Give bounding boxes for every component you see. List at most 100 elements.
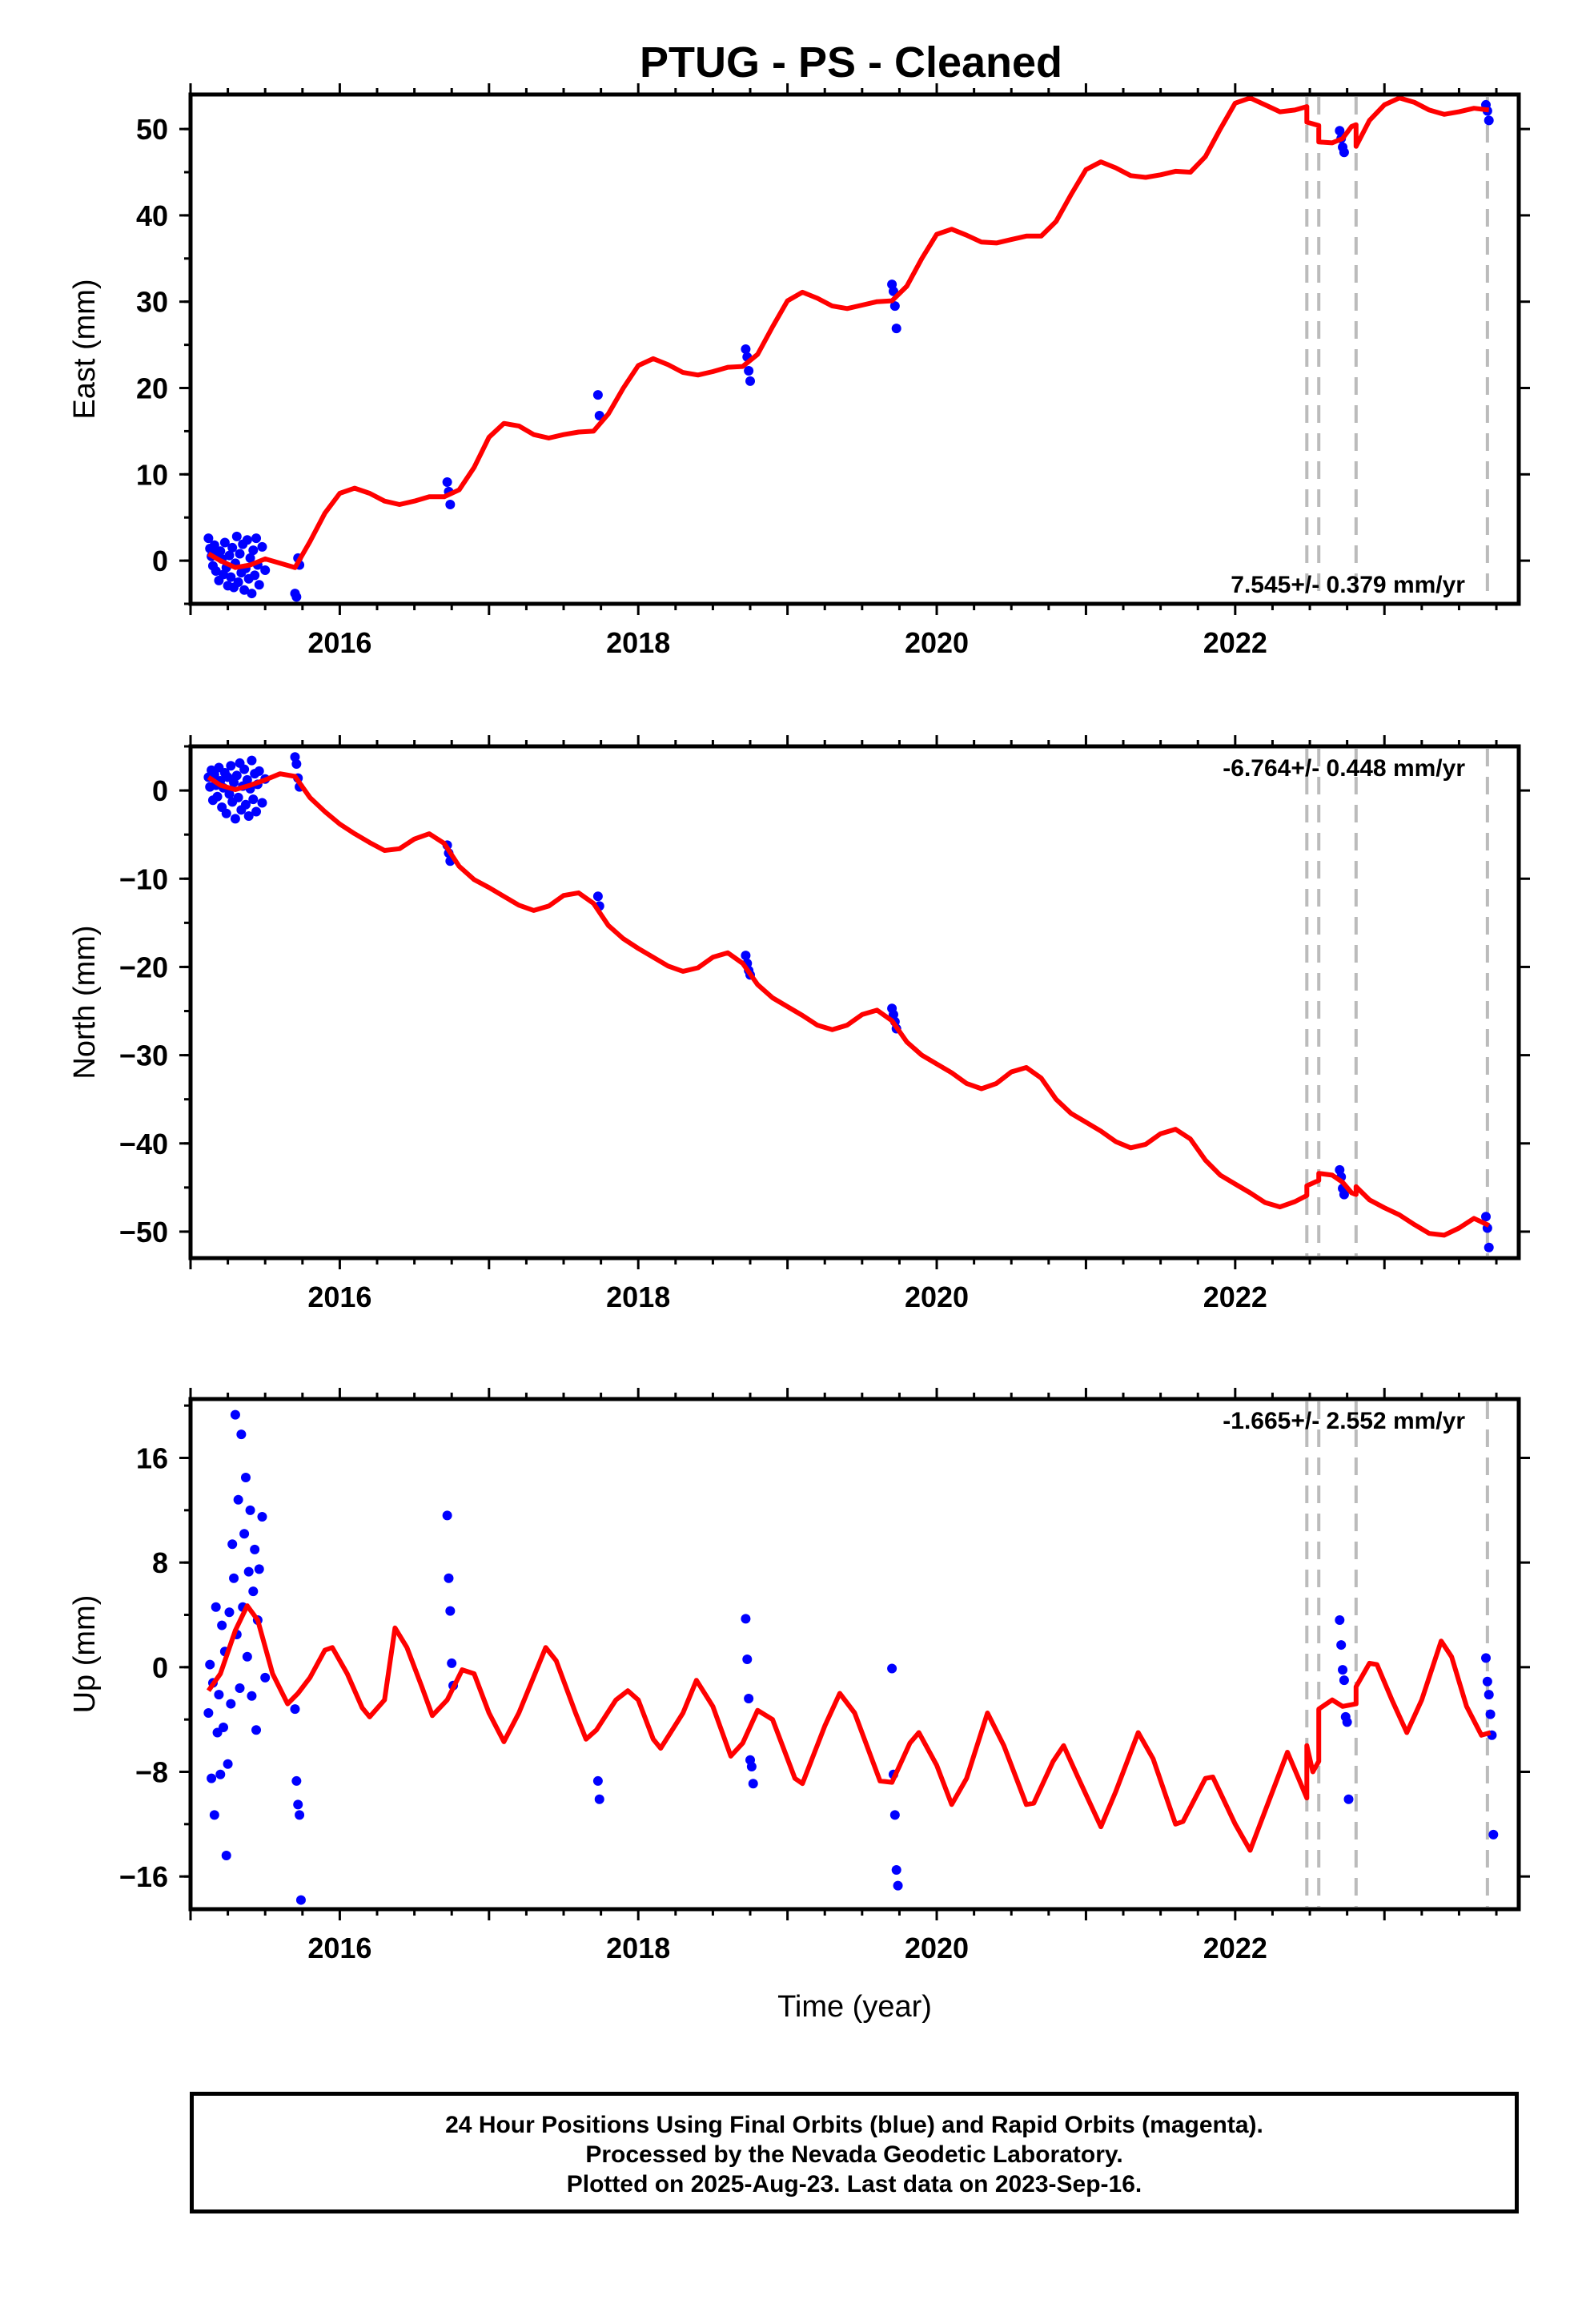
y-tick-label: −30 [119, 1039, 168, 1072]
observation-point [230, 814, 240, 824]
rate-annotation: -1.665+/- 2.552 mm/yr [1223, 1408, 1465, 1434]
observation-point [209, 540, 219, 550]
observation-point [1484, 115, 1494, 126]
observation-point [217, 1620, 227, 1630]
x-tick-label: 2016 [307, 626, 371, 659]
y-tick-label: 40 [136, 199, 168, 232]
observation-point [209, 1810, 219, 1820]
rate-annotation: 7.545+/- 0.379 mm/yr [1231, 572, 1465, 598]
observation-point [247, 1691, 257, 1701]
footer-line-2: Processed by the Nevada Geodetic Laborat… [585, 2141, 1123, 2168]
y-tick-label: −10 [119, 862, 168, 895]
observation-point [748, 1779, 758, 1789]
observation-point [1342, 1717, 1352, 1727]
observation-point [257, 541, 267, 552]
observation-point [260, 565, 271, 575]
observation-point [231, 770, 242, 781]
y-tick-label: −16 [119, 1860, 168, 1893]
observation-point [442, 477, 452, 488]
plot-frame [188, 92, 1521, 606]
y-axis-label: North (mm) [68, 925, 102, 1079]
y-tick-label: 10 [136, 458, 168, 491]
x-tick-label: 2022 [1203, 1932, 1267, 1964]
observation-point [1480, 1653, 1491, 1663]
observation-point [254, 1564, 264, 1574]
observation-point [215, 546, 226, 557]
observation-point [239, 585, 250, 595]
observation-point [240, 1473, 251, 1482]
observation-point [251, 1725, 262, 1735]
observation-point [445, 500, 456, 510]
observation-point [226, 761, 236, 771]
observation-point [442, 1510, 452, 1521]
north-panel: 2016 2018 2020 2022 0 −10 −20 −30 −40 −50 North (m… [68, 735, 1530, 1313]
x-tick-label: 2020 [905, 626, 969, 659]
observation-point [211, 566, 221, 577]
observation-point [214, 1690, 224, 1700]
observation-point [211, 1602, 221, 1612]
observation-point [230, 1409, 240, 1420]
observation-point [226, 572, 236, 582]
observation-point [231, 531, 242, 541]
observation-point [1484, 1242, 1494, 1252]
observation-point [741, 344, 751, 354]
observation-point [224, 1607, 235, 1618]
observation-point [1336, 1640, 1347, 1651]
observation-point [219, 1722, 229, 1732]
observation-point [248, 794, 259, 805]
observation-point [444, 1573, 454, 1583]
observation-point [295, 1895, 306, 1905]
observation-point [260, 1672, 271, 1683]
x-axis-label: Time (year) [777, 1990, 932, 2024]
observation-point [891, 1865, 901, 1875]
plot-frame [188, 744, 1521, 1261]
observation-point [744, 1694, 754, 1704]
observation-point [221, 1851, 231, 1861]
observation-point [245, 1505, 255, 1515]
observation-point [251, 533, 262, 544]
x-tick-label: 2018 [606, 626, 670, 659]
y-tick-label: 30 [136, 286, 168, 319]
observation-point [224, 550, 235, 561]
observation-point [592, 390, 603, 400]
observation-point [594, 1794, 604, 1804]
y-tick-label: −40 [119, 1128, 168, 1160]
observation-point [1335, 126, 1345, 136]
observation-point [1338, 1665, 1348, 1675]
observation-point [243, 811, 254, 822]
observation-point [247, 755, 257, 766]
observation-point [741, 1614, 751, 1624]
x-tick-label: 2020 [905, 1281, 969, 1313]
observation-point [1339, 1675, 1349, 1686]
observation-point [243, 1566, 254, 1577]
observation-point [248, 545, 259, 556]
observation-point [233, 1494, 243, 1505]
observation-point [248, 1586, 259, 1597]
footer-line-3: Plotted on 2025-Aug-23. Last data on 202… [566, 2171, 1142, 2197]
y-axis-label: Up (mm) [68, 1595, 102, 1714]
rate-annotation: -6.764+/- 0.448 mm/yr [1223, 755, 1465, 782]
observation-point [746, 1761, 757, 1771]
observation-point [1488, 1829, 1499, 1839]
x-tick-label: 2020 [905, 1932, 969, 1964]
observation-point [1335, 1615, 1345, 1626]
observation-point [203, 533, 214, 544]
x-tick-label: 2018 [606, 1281, 670, 1313]
observation-point [247, 589, 257, 599]
observation-point [203, 1708, 214, 1718]
x-tick-label: 2016 [307, 1932, 371, 1964]
x-tick-label: 2018 [606, 1932, 670, 1964]
observation-point [295, 1810, 305, 1820]
observation-point [242, 1651, 252, 1662]
observation-point [742, 1655, 753, 1665]
observation-point [257, 798, 267, 808]
observation-point [242, 774, 252, 785]
observation-point [447, 1658, 457, 1668]
observation-point [215, 1769, 226, 1779]
observation-point [592, 891, 603, 902]
y-axis-label: East (mm) [68, 279, 102, 419]
y-tick-label: −8 [135, 1756, 168, 1789]
up-panel: 2016 2018 2020 2022 16 8 0 −8 −16 Up (mm) -1.665+/… [68, 1388, 1530, 2024]
y-tick-label: 50 [136, 113, 168, 146]
